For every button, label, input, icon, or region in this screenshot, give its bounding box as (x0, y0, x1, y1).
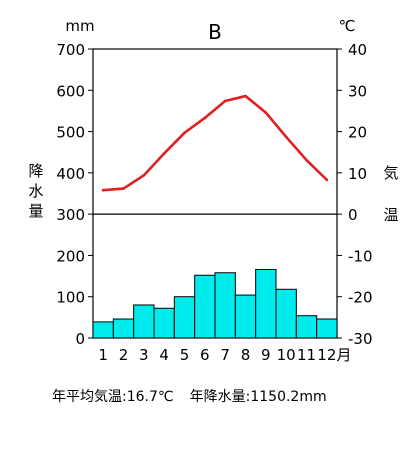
annual-precip-summary: 年降水量:1150.2mm (189, 389, 327, 405)
precip-tick-label: 500 (56, 124, 85, 142)
temp-axis-label-char: 温 (383, 206, 398, 224)
temp-point (305, 158, 308, 162)
precip-bar (316, 318, 338, 339)
month-label: 3 (139, 346, 149, 364)
temp-tick-label: 30 (348, 82, 367, 100)
chart-summary: 年平均気温:16.7℃ 年降水量:1150.2mm (52, 386, 327, 406)
chart-title: B (208, 20, 222, 44)
month-label: 1 (98, 346, 108, 364)
precip-axis-label-char: 降 (28, 162, 43, 180)
labels-group: 7006005004003002001000403020100-10-20-30… (28, 17, 398, 364)
precip-bar (153, 307, 175, 339)
precip-tick-label: 100 (56, 289, 85, 307)
precip-bar (194, 274, 216, 339)
temp-tick-label: -10 (348, 247, 373, 265)
precip-tick-label: 300 (56, 206, 85, 224)
precip-bar (133, 304, 155, 339)
temp-point (325, 178, 329, 182)
temp-line-group (101, 94, 329, 192)
temp-tick-label: 20 (348, 124, 367, 142)
precip-tick-label: 700 (56, 41, 85, 59)
temp-tick-label: -30 (348, 330, 373, 348)
temp-point (223, 99, 227, 103)
precip-bar (112, 318, 135, 339)
temp-tick-label: 0 (348, 206, 358, 224)
precip-bars-group (92, 268, 338, 339)
precip-bar (173, 296, 196, 339)
temp-point (101, 188, 105, 192)
month-label: 8 (241, 346, 251, 364)
temp-point (244, 94, 247, 98)
precip-unit-label: mm (65, 17, 94, 35)
temp-point (203, 116, 207, 120)
month-suffix-label: 月 (336, 346, 351, 364)
precip-bar (275, 288, 297, 339)
month-label: 11 (297, 346, 316, 364)
precip-bar (92, 321, 114, 339)
temp-point (264, 111, 268, 114)
temp-point (122, 187, 125, 190)
month-label: 9 (261, 346, 271, 364)
temp-tick-label: 10 (348, 165, 367, 183)
precip-tick-label: 400 (56, 165, 85, 183)
temp-unit-label: ℃ (339, 17, 356, 35)
month-label: 10 (277, 346, 296, 364)
month-label: 4 (159, 346, 169, 364)
precip-bar (255, 268, 277, 339)
month-label: 6 (200, 346, 210, 364)
precip-bar (295, 315, 318, 339)
precip-bar (234, 294, 257, 339)
mean-temp-summary: 年平均気温:16.7℃ (52, 389, 174, 405)
month-label: 2 (119, 346, 129, 364)
temp-point (284, 135, 288, 139)
precip-axis-label-char: 水 (28, 182, 43, 200)
temp-point (183, 131, 186, 135)
temp-axis-label-char: 気 (383, 164, 398, 182)
precip-tick-label: 200 (56, 247, 85, 265)
temp-series-line (101, 94, 329, 192)
month-label: 5 (180, 346, 190, 364)
temp-point (162, 152, 166, 155)
precip-bar (214, 272, 236, 339)
month-label: 7 (220, 346, 230, 364)
temp-tick-label: 40 (348, 41, 367, 59)
temp-tick-label: -20 (348, 289, 373, 307)
precip-tick-label: 0 (75, 330, 85, 348)
month-label: 12 (317, 346, 336, 364)
precip-tick-label: 600 (56, 82, 85, 100)
precip-axis-label-char: 量 (28, 202, 43, 220)
temp-point (142, 174, 146, 177)
